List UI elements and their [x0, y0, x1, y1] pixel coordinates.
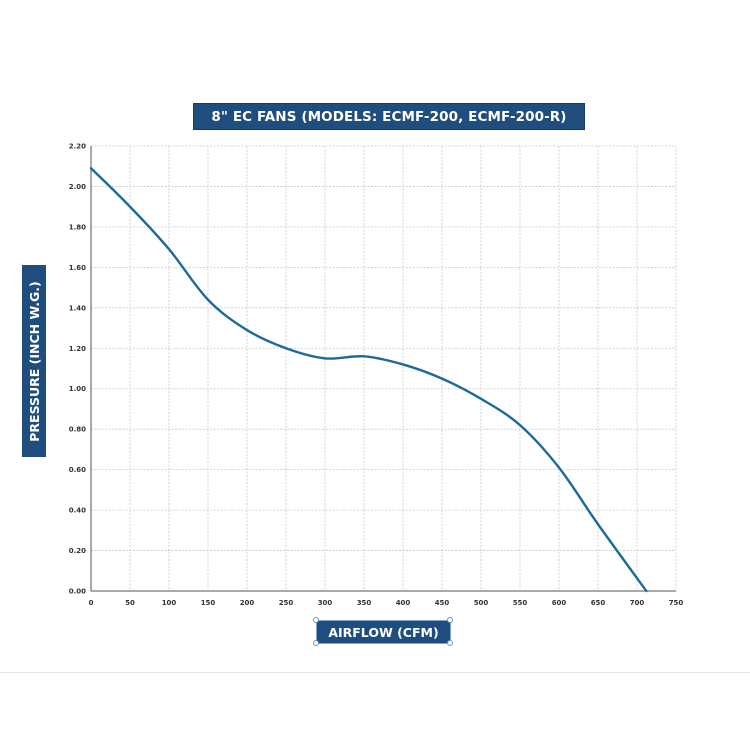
chart-title: 8" EC FANS (MODELS: ECMF-200, ECMF-200-R… [193, 103, 585, 130]
x-tick-label: 50 [125, 599, 135, 607]
y-tick-label: 0.00 [69, 588, 86, 596]
axes [90, 146, 676, 592]
x-tick-label: 350 [357, 599, 372, 607]
y-tick-label: 1.80 [69, 223, 86, 231]
x-tick-label: 400 [396, 599, 411, 607]
x-axis-label[interactable]: AIRFLOW (CFM) [316, 620, 451, 644]
x-tick-label: 100 [162, 599, 177, 607]
selection-handle-top-right[interactable] [447, 617, 453, 623]
y-tick-label: 0.80 [69, 426, 86, 434]
x-tick-label: 550 [513, 599, 528, 607]
x-tick-label: 0 [89, 599, 94, 607]
series-line-0 [89, 167, 648, 593]
divider [0, 672, 750, 673]
x-tick-label: 500 [474, 599, 489, 607]
y-axis-label-box: PRESSURE (INCH W.G.) [22, 265, 46, 457]
x-tick-label: 450 [435, 599, 450, 607]
y-tick-label: 1.40 [69, 304, 86, 312]
y-tick-label: 2.20 [69, 143, 86, 151]
y-tick-label: 0.40 [69, 507, 86, 515]
tick-labels: 0 50 100 150 200 250 300 350 400 450 500 550 600 650 7… [69, 143, 684, 608]
y-axis-label: PRESSURE (INCH W.G.) [26, 280, 42, 442]
y-tick-label: 1.20 [69, 345, 86, 353]
x-tick-label: 700 [630, 599, 645, 607]
selection-handle-bottom-left[interactable] [313, 640, 319, 646]
y-tick-label: 1.00 [69, 385, 86, 393]
series-group [89, 167, 648, 593]
y-tick-label: 1.60 [69, 264, 86, 272]
grid [91, 145, 677, 591]
selection-handle-top-left[interactable] [313, 617, 319, 623]
selection-handle-bottom-right[interactable] [447, 640, 453, 646]
x-tick-label: 200 [240, 599, 255, 607]
x-tick-label: 650 [591, 599, 606, 607]
x-tick-label: 150 [201, 599, 216, 607]
x-tick-label: 300 [318, 599, 333, 607]
x-tick-label: 250 [279, 599, 294, 607]
x-tick-label: 600 [552, 599, 567, 607]
y-tick-label: 0.20 [69, 547, 86, 555]
y-tick-label: 2.00 [69, 183, 86, 191]
y-tick-label: 0.60 [69, 466, 86, 474]
x-tick-label: 750 [669, 599, 684, 607]
